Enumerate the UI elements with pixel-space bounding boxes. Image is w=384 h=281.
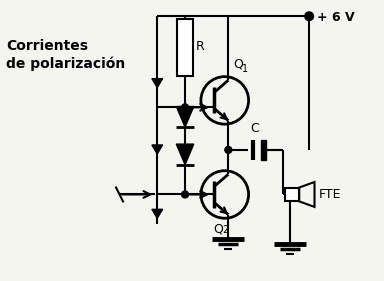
Polygon shape xyxy=(176,144,194,165)
Text: Q: Q xyxy=(213,222,223,235)
Bar xyxy=(285,187,299,201)
Text: R: R xyxy=(196,40,205,53)
Circle shape xyxy=(182,191,189,198)
Text: FTE: FTE xyxy=(318,188,341,201)
Text: C: C xyxy=(250,122,259,135)
Circle shape xyxy=(306,13,313,20)
Text: + 6 V: + 6 V xyxy=(317,11,355,24)
Bar xyxy=(262,140,266,160)
Polygon shape xyxy=(152,79,162,87)
Circle shape xyxy=(225,146,232,153)
Text: 2: 2 xyxy=(222,225,228,235)
Text: Q: Q xyxy=(233,58,243,71)
Text: de polarización: de polarización xyxy=(7,57,126,71)
Polygon shape xyxy=(152,209,162,218)
Polygon shape xyxy=(152,145,162,154)
Text: Corrientes: Corrientes xyxy=(7,39,88,53)
Bar xyxy=(177,19,193,76)
Circle shape xyxy=(182,104,189,111)
Polygon shape xyxy=(176,106,194,127)
Text: 1: 1 xyxy=(242,64,248,74)
